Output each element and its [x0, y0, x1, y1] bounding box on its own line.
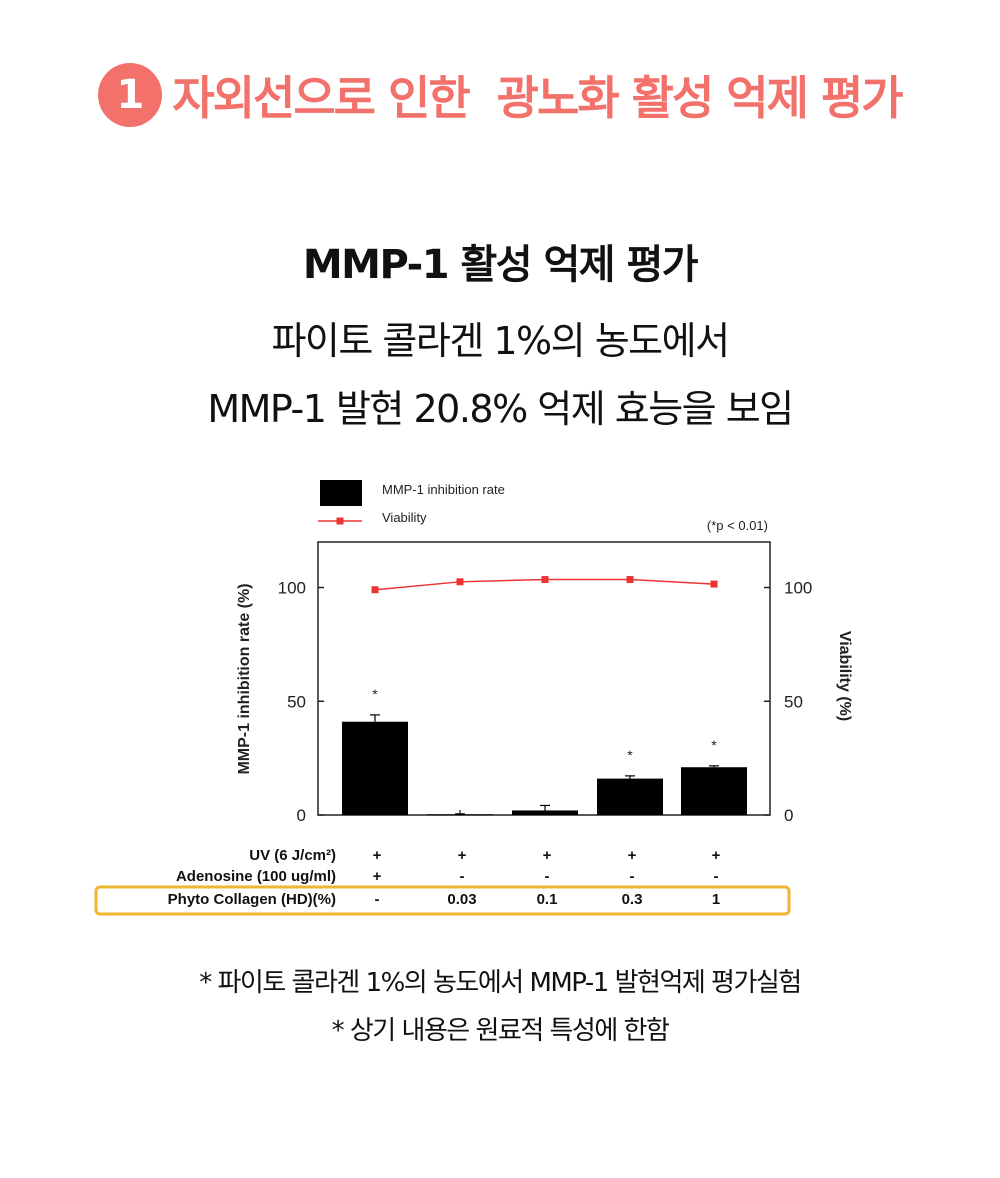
condition-value: + — [628, 847, 637, 864]
highlight-box — [94, 885, 791, 916]
y-tick-label: 0 — [297, 806, 306, 825]
condition-value: + — [373, 868, 382, 885]
description-line-2: MMP-1 발현 20.8% 억제 효능을 보임 — [207, 387, 794, 431]
y2-tick-label: 0 — [784, 806, 793, 825]
bar — [512, 810, 578, 815]
footnote-1: * 파이토 콜라겐 1%의 농도에서 MMP-1 발현억제 평가실험 — [199, 968, 802, 998]
condition-value: + — [712, 847, 721, 864]
y2-axis-label: Viability (%) — [836, 631, 853, 721]
condition-value: - — [375, 891, 380, 908]
viability-point — [456, 578, 464, 586]
condition-value: + — [373, 847, 382, 864]
y2-tick-label: 100 — [784, 579, 812, 598]
significance-marker: * — [711, 737, 717, 753]
condition-value: - — [460, 868, 465, 885]
condition-value: + — [458, 847, 467, 864]
inhibition-chart: 0 50 100 0 50 100 MMP-1 inhibition rate (%) Via… — [94, 480, 853, 916]
bar — [427, 814, 493, 816]
y2-tick-label: 50 — [784, 692, 803, 711]
description-line-1: 파이토 콜라겐 1%의 농도에서 — [271, 319, 730, 363]
section-header: 1 자외선으로 인한 광노화 활성 억제 평가 — [0, 62, 1000, 128]
condition-label: Phyto Collagen (HD)(%) — [168, 891, 336, 908]
condition-value: - — [545, 868, 550, 885]
y-tick-label: 50 — [287, 692, 306, 711]
y-axis-label: MMP-1 inhibition rate (%) — [236, 583, 253, 774]
bar — [597, 778, 663, 815]
section-title: 자외선으로 인한 광노화 활성 억제 평가 — [172, 71, 903, 125]
condition-value: - — [714, 868, 719, 885]
chart-heading: MMP-1 활성 억제 평가 — [302, 242, 699, 288]
condition-value: 1 — [712, 891, 720, 908]
step-number-badge: 1 — [98, 63, 163, 127]
footnote-2: * 상기 내용은 원료적 특성에 한함 — [331, 1016, 670, 1046]
condition-label: UV (6 J/cm²) — [249, 847, 336, 864]
legend-label-line: Viability — [382, 510, 427, 525]
bar — [681, 767, 747, 815]
condition-value: 0.03 — [447, 891, 476, 908]
condition-value: 0.1 — [537, 891, 558, 908]
legend-label-bars: MMP-1 inhibition rate — [382, 482, 505, 497]
viability-point — [710, 580, 718, 588]
condition-value: + — [543, 847, 552, 864]
condition-label: Adenosine (100 ug/ml) — [176, 868, 336, 885]
legend-bar-swatch — [320, 480, 362, 506]
viability-point — [626, 576, 634, 584]
y-tick-label: 100 — [278, 579, 306, 598]
bar — [342, 721, 408, 815]
viability-point — [541, 576, 549, 584]
condition-value: 0.3 — [622, 891, 643, 908]
significance-note: (*p < 0.01) — [707, 518, 768, 533]
significance-marker: * — [627, 747, 633, 763]
condition-value: - — [630, 868, 635, 885]
significance-marker: * — [372, 686, 378, 702]
viability-point — [371, 586, 379, 594]
legend-line-marker — [336, 517, 344, 525]
